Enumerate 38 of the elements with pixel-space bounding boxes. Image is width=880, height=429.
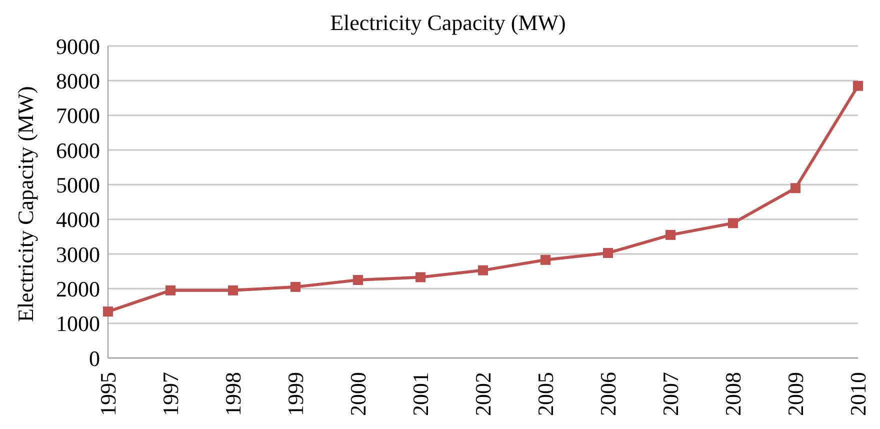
point — [416, 272, 426, 282]
y-tick-label: 4000 — [56, 207, 100, 232]
y-tick-label: 2000 — [56, 276, 100, 302]
x-tick-label: 2002 — [470, 372, 496, 416]
y-tick-label: 6000 — [56, 138, 100, 163]
y-tick-label: 8000 — [56, 68, 100, 94]
point — [103, 306, 113, 317]
x-tick-label: 2007 — [658, 372, 683, 416]
x-tick-label: 2006 — [596, 372, 620, 416]
x-tick-label: 2010 — [846, 372, 870, 416]
x-tick-label: 2009 — [783, 372, 808, 416]
point — [478, 265, 488, 276]
point — [728, 218, 738, 228]
x-tick-label: 1997 — [158, 372, 183, 416]
x-tick-label: 2005 — [533, 372, 558, 416]
y-tick-label: 5000 — [56, 172, 100, 198]
y-tick-label: 7000 — [56, 103, 100, 128]
x-tick-label: 2008 — [720, 372, 746, 416]
point — [540, 254, 550, 265]
y-tick-label: 0 — [89, 346, 100, 371]
point — [166, 285, 176, 296]
x-tick-label: 2000 — [346, 372, 370, 416]
point — [603, 248, 613, 258]
chart-title: Electricity Capacity (MW) — [330, 10, 566, 35]
point — [666, 230, 676, 240]
y-axis-title: Electricity Capacity (MW) — [12, 86, 38, 322]
point — [353, 275, 363, 285]
y-tick-label: 3000 — [56, 242, 100, 267]
point — [853, 80, 863, 91]
x-tick-label: 1999 — [283, 372, 308, 416]
x-tick-label: 1998 — [220, 372, 246, 416]
point — [228, 285, 238, 296]
x-tick-label: 2001 — [408, 372, 433, 416]
point — [790, 183, 800, 194]
y-tick-label: 9000 — [56, 34, 100, 59]
x-tick-label: 1995 — [96, 372, 120, 416]
point — [290, 282, 300, 292]
y-tick-label: 1000 — [56, 311, 100, 336]
